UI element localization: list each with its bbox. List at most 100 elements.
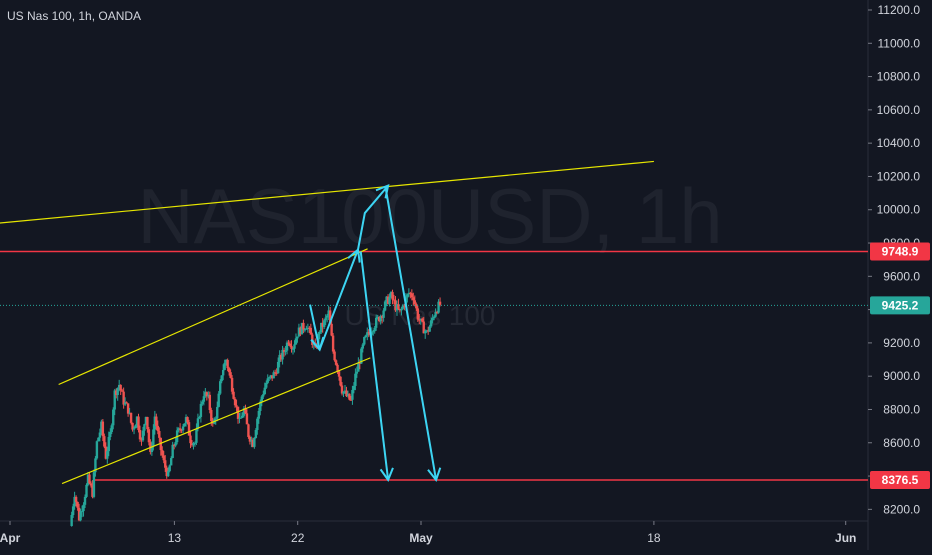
candle-body	[88, 474, 91, 484]
channel-bottom-line[interactable]	[61, 357, 371, 485]
candle-body	[337, 371, 341, 377]
candle-body	[132, 428, 136, 430]
candle-body	[233, 398, 237, 406]
candle-body	[376, 316, 379, 318]
candle-body	[193, 442, 197, 444]
candle-body	[152, 429, 155, 447]
candle-body	[204, 392, 207, 397]
candle-body	[354, 373, 357, 386]
candle-body	[435, 312, 439, 314]
upper-trendline[interactable]	[0, 160, 654, 227]
candle-body	[296, 336, 299, 339]
candle-body	[217, 393, 220, 407]
candle-body	[113, 390, 116, 410]
candle-body	[146, 416, 149, 430]
candle-body	[394, 300, 397, 311]
projection-path-down-1[interactable]	[359, 251, 390, 481]
candle-body	[199, 403, 203, 417]
arrowhead-down-1	[379, 467, 394, 483]
candle-body	[135, 416, 139, 426]
candle-body	[109, 431, 112, 437]
candle-body	[395, 304, 399, 311]
price-tick-label: 10400.0	[877, 136, 921, 150]
candle-body	[377, 316, 381, 322]
candle-body	[216, 406, 219, 419]
candle-body	[120, 390, 124, 392]
candle-body	[76, 501, 79, 508]
candle-body	[269, 375, 272, 378]
candle-body	[137, 416, 140, 431]
time-tick-label: Jun	[835, 531, 856, 545]
candle-body	[302, 322, 305, 330]
candle-body	[419, 318, 422, 320]
price-tick-label: 11200.0	[878, 3, 921, 17]
candle-body	[235, 405, 238, 407]
candle-body	[95, 441, 99, 459]
candle-body	[425, 330, 428, 332]
candle-body	[263, 387, 266, 395]
candle-body	[305, 328, 308, 330]
candle-body	[91, 485, 94, 497]
candle-body	[164, 460, 167, 468]
candle-body	[172, 444, 176, 446]
candle-body	[328, 310, 332, 324]
candle-body	[214, 418, 217, 420]
candle-body	[357, 363, 360, 372]
candle-body	[386, 296, 390, 304]
watermark-symbol: NAS100USD, 1h	[137, 172, 722, 260]
candle-body	[190, 443, 194, 446]
candle-body	[413, 300, 417, 304]
candle-body	[320, 322, 323, 333]
candle-body	[177, 428, 180, 431]
candle-body	[291, 348, 295, 350]
candle-body	[250, 439, 253, 442]
last-price-label-bg	[870, 296, 930, 315]
candle-body	[181, 426, 185, 431]
candle-body	[330, 323, 333, 336]
candle-body	[279, 354, 283, 360]
candle-body	[389, 292, 393, 298]
candle-body	[230, 377, 234, 392]
candle-body	[167, 471, 170, 477]
time-tick-label: May	[409, 531, 433, 545]
candle-body	[104, 446, 108, 459]
candle-body	[392, 299, 396, 301]
candle-body	[248, 436, 252, 442]
candle-body	[300, 322, 304, 335]
candle-body	[424, 330, 427, 334]
price-tick-label: 10200.0	[877, 169, 921, 183]
candle-body	[306, 327, 310, 329]
candle-body	[346, 393, 350, 397]
candle-body	[366, 332, 369, 336]
candle-body	[98, 432, 102, 438]
candle-body	[247, 424, 250, 437]
candle-body	[339, 376, 342, 386]
candle-body	[429, 320, 433, 327]
candle-body	[282, 349, 286, 353]
projection-path-down-2[interactable]	[384, 186, 438, 481]
arrowhead-dip	[310, 336, 325, 352]
candle-body	[260, 396, 263, 402]
candle-body	[83, 496, 87, 505]
candle-body	[380, 316, 384, 318]
candle-body	[82, 504, 85, 512]
candle-body	[345, 390, 348, 397]
candle-body	[208, 394, 212, 411]
candle-body	[74, 496, 78, 502]
candle-body	[398, 308, 402, 311]
channel-top-line[interactable]	[58, 248, 368, 386]
candle-body	[270, 375, 274, 379]
candle-body	[256, 418, 259, 430]
candle-body	[406, 294, 409, 298]
support-price-label-bg	[870, 470, 930, 489]
resistance-price-label-bg	[870, 242, 930, 261]
candle-body	[355, 371, 359, 374]
candle-body	[308, 327, 311, 329]
candle-body	[253, 438, 256, 447]
candle-body	[79, 511, 82, 521]
chart-title: US Nas 100, 1h, OANDA	[7, 9, 142, 23]
candle-body	[287, 342, 290, 344]
candle-body	[107, 436, 110, 452]
